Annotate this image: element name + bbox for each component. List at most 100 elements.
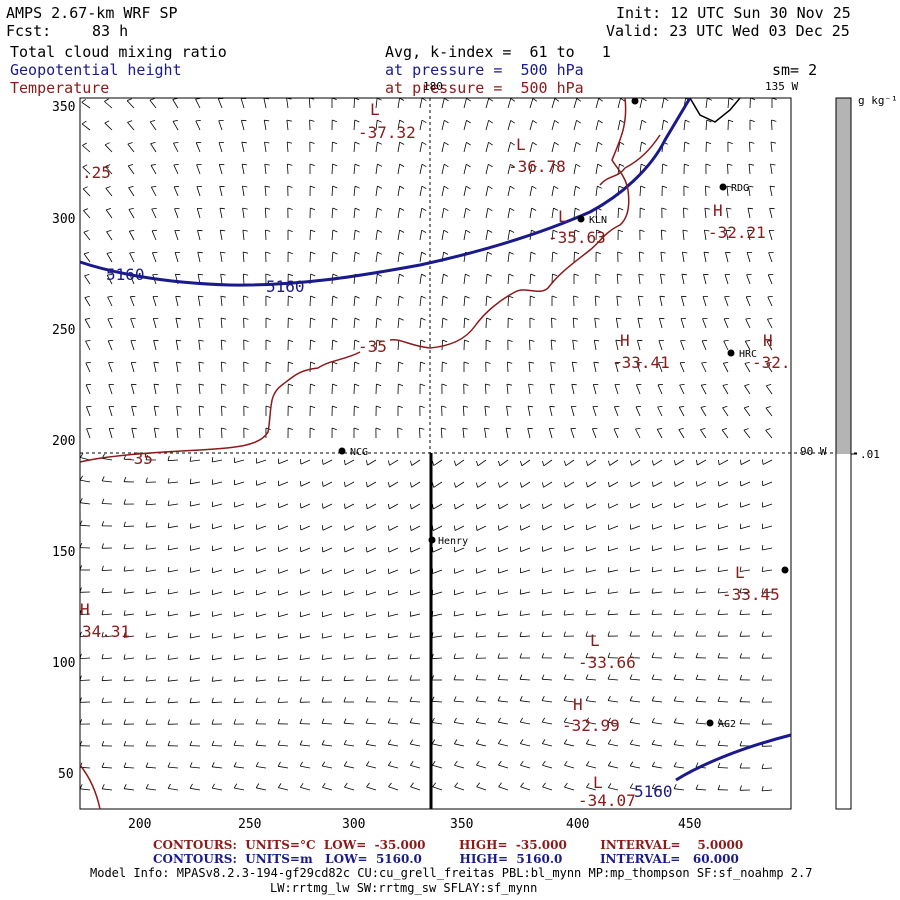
- wind-barb-shaft: [485, 142, 489, 153]
- wind-barb-feather: [388, 482, 390, 488]
- wind-barb-shaft: [441, 230, 445, 241]
- wind-barb-shaft: [638, 251, 641, 263]
- wind-barb-feather: [629, 761, 634, 767]
- wind-barb-shaft: [542, 591, 553, 595]
- wind-barb-shaft: [743, 429, 751, 439]
- wind-barb-shaft: [476, 721, 487, 725]
- wind-barb-shaft: [366, 569, 377, 575]
- wind-barb-shaft: [551, 142, 555, 153]
- wind-barb-feather: [638, 295, 644, 298]
- wind-barb-feather: [745, 318, 751, 320]
- wind-barb-feather: [221, 317, 226, 320]
- wind-barb-feather: [322, 525, 324, 531]
- wind-barb-shaft: [608, 591, 619, 594]
- wind-barb-shaft: [767, 274, 773, 285]
- wind-barb-shaft: [617, 120, 621, 131]
- wind-barb-shaft: [409, 701, 421, 703]
- low-value-3: -35.63: [548, 228, 606, 247]
- wind-barb-shaft: [617, 98, 621, 109]
- wind-barb-shaft: [388, 786, 399, 791]
- wind-barb-feather: [641, 119, 647, 123]
- wind-barb-shaft: [572, 317, 575, 329]
- wind-barb-shaft: [681, 296, 685, 307]
- wind-barb-feather: [343, 633, 346, 639]
- wind-barb-feather: [365, 696, 369, 702]
- wind-barb-feather: [189, 740, 193, 746]
- wind-barb-shaft: [85, 384, 91, 395]
- wind-barb-feather: [299, 697, 302, 703]
- wind-barb-feather: [585, 610, 588, 616]
- wind-barb-feather: [607, 717, 611, 723]
- wind-barb-feather: [639, 229, 645, 232]
- wind-barb-feather: [651, 739, 655, 745]
- wind-barb-shaft: [168, 679, 179, 682]
- wind-barb-shaft: [388, 743, 399, 747]
- wind-barb-shaft: [485, 317, 487, 329]
- wind-barb-shaft: [658, 340, 663, 351]
- wind-barb-feather: [354, 295, 360, 299]
- wind-barb-feather: [770, 163, 776, 166]
- wind-barb-shaft: [255, 701, 267, 703]
- wind-barb-shaft: [242, 251, 245, 263]
- wind-barb-shaft: [498, 764, 509, 769]
- wind-barb-shaft: [104, 101, 113, 109]
- wind-barb-feather: [651, 761, 655, 767]
- wind-barb-feather: [705, 163, 711, 166]
- wind-barb-feather: [441, 405, 447, 408]
- wind-barb-shaft: [507, 208, 511, 219]
- wind-barb-shaft: [573, 98, 578, 109]
- wind-barb-shaft: [410, 569, 421, 574]
- wind-barb-shaft: [217, 98, 223, 109]
- wind-barb-feather: [123, 521, 126, 527]
- wind-barb-feather: [145, 477, 148, 483]
- wind-barb-shaft: [176, 384, 179, 395]
- wind-barb-shaft: [419, 317, 422, 329]
- wind-barb-feather: [498, 503, 500, 509]
- wind-barb-shaft: [564, 613, 575, 616]
- wind-barb-feather: [85, 362, 91, 364]
- wind-barb-shaft: [300, 569, 311, 574]
- wind-barb-shaft: [322, 765, 333, 769]
- wind-barb-shaft: [331, 163, 333, 175]
- wind-barb-shaft: [683, 141, 686, 153]
- wind-barb-feather: [660, 273, 666, 276]
- wind-barb-feather: [616, 295, 622, 298]
- wind-barb-feather: [554, 120, 560, 124]
- wind-barb-feather: [104, 98, 109, 102]
- wind-barb-shaft: [211, 745, 223, 747]
- wind-barb-shaft: [101, 569, 113, 571]
- wind-barb-shaft: [309, 295, 311, 307]
- high-value-4: -32.99: [562, 716, 620, 735]
- low-symbol-2: L: [516, 135, 526, 154]
- wind-barb-feather: [608, 460, 611, 466]
- wind-barb-feather: [551, 317, 557, 320]
- wind-barb-shaft: [411, 481, 421, 488]
- wind-barb-feather: [520, 525, 522, 531]
- wind-barb-feather: [613, 428, 619, 430]
- wind-barb-feather: [153, 361, 159, 364]
- wind-barb-shaft: [656, 429, 663, 439]
- wind-barb-feather: [220, 295, 226, 298]
- wind-barb-shaft: [607, 678, 619, 681]
- wind-barb-shaft: [485, 230, 489, 241]
- wind-barb-shaft: [455, 503, 465, 510]
- wind-barb-shaft: [146, 547, 157, 550]
- wind-barb-shaft: [419, 164, 423, 175]
- wind-barb-feather: [475, 717, 479, 723]
- low-symbol-1: L: [370, 100, 380, 119]
- wind-barb-feather: [506, 405, 512, 408]
- wind-barb-feather: [309, 163, 315, 166]
- wind-barb-shaft: [432, 764, 443, 769]
- wind-barb-feather: [123, 719, 126, 725]
- wind-barb-shaft: [80, 788, 91, 791]
- wind-barb-feather: [651, 674, 655, 680]
- wind-barb-feather: [82, 164, 88, 168]
- wind-barb-shaft: [411, 503, 421, 510]
- wind-barb-feather: [332, 405, 338, 409]
- wind-barb-feather: [365, 675, 368, 681]
- wind-barb-shaft: [695, 613, 707, 615]
- wind-barb-feather: [189, 523, 192, 529]
- wind-barb-feather: [332, 207, 338, 211]
- wind-barb-feather: [265, 317, 271, 320]
- wind-barb-shaft: [101, 635, 113, 638]
